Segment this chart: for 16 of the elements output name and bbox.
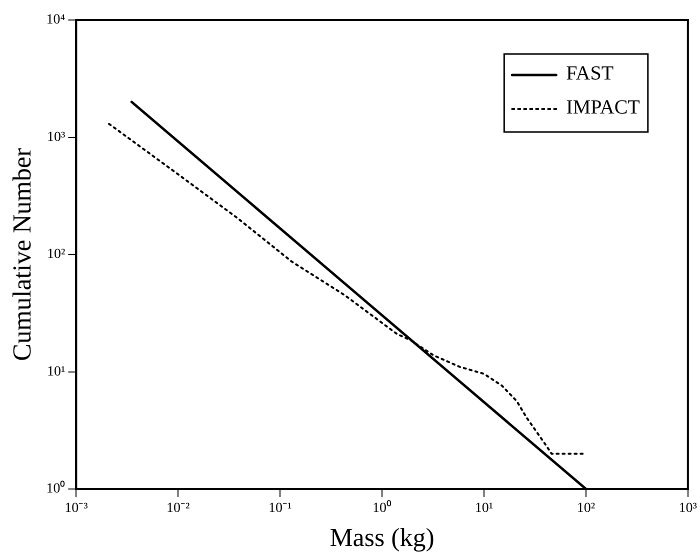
y-axis-title: Cumulative Number <box>7 148 36 362</box>
x-tick-label: 10⁰ <box>372 500 392 516</box>
y-tick-label: 10⁴ <box>46 12 66 28</box>
x-tick-label: 10⁻² <box>166 501 190 516</box>
x-axis-title: Mass (kg) <box>330 523 434 552</box>
legend-label: IMPACT <box>566 96 640 118</box>
y-tick-label: 10³ <box>46 130 66 145</box>
y-tick-label: 10² <box>46 247 66 262</box>
y-tick-label: 10¹ <box>46 364 66 380</box>
y-tick-label: 10⁰ <box>46 480 66 497</box>
x-tick-label: 10¹ <box>474 501 494 516</box>
x-tick-label: 10² <box>576 501 596 516</box>
x-tick-label: 10⁻¹ <box>268 501 292 516</box>
x-tick-label: 10³ <box>678 501 698 516</box>
x-tick-label: 10⁻³ <box>64 501 88 516</box>
legend-label: FAST <box>566 62 614 84</box>
